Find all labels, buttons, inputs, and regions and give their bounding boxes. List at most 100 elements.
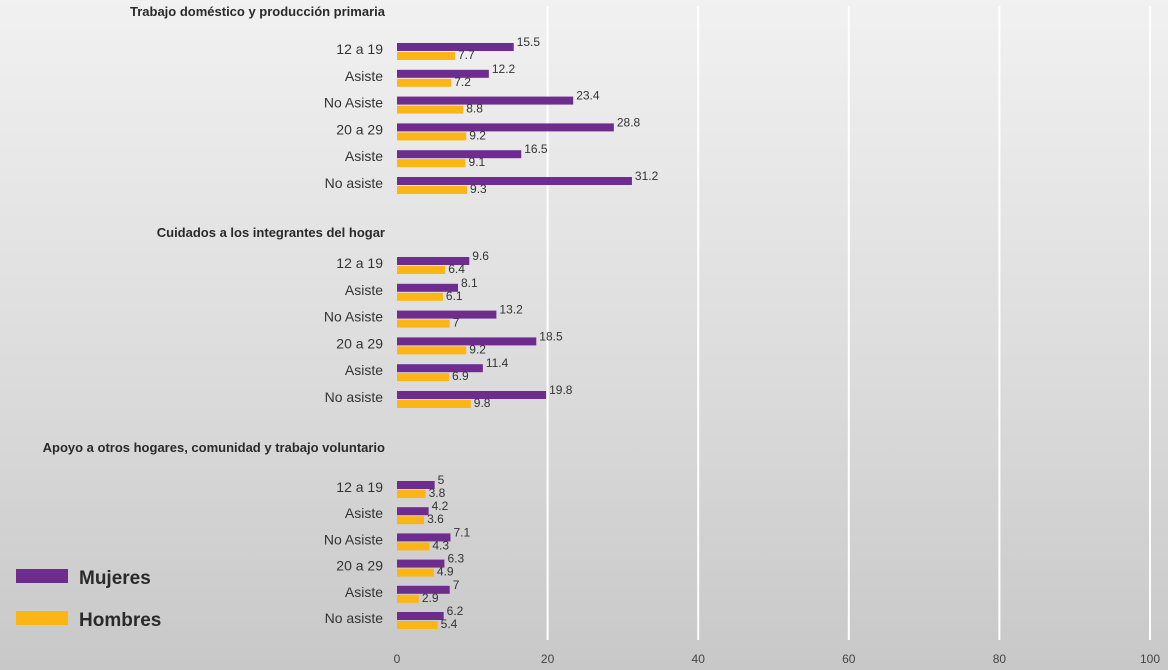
label-layer: Trabajo doméstico y producción primaria 1…: [43, 4, 659, 631]
bar-hombres: [397, 292, 443, 301]
group-title: Cuidados a los integrantes del hogar: [157, 225, 385, 240]
data-label-hombres: 5.4: [441, 617, 458, 631]
data-label-hombres: 7.7: [458, 48, 475, 62]
bar-hombres: [397, 52, 455, 60]
x-tick-label: 80: [993, 652, 1007, 666]
data-label-mujeres: 7.1: [453, 525, 470, 539]
data-label-mujeres: 16.5: [524, 142, 548, 156]
bar-hombres: [397, 490, 426, 498]
data-label-hombres: 3.6: [427, 512, 444, 526]
data-label-mujeres: 19.8: [549, 383, 573, 397]
category-label: No asiste: [325, 175, 384, 191]
bar-hombres: [397, 346, 467, 355]
bar-hombres: [397, 542, 430, 551]
category-label: No Asiste: [324, 309, 383, 325]
bar-mujeres: [397, 481, 435, 489]
data-label-mujeres: 12.2: [492, 62, 516, 76]
x-axis: 0 20 40 60 80 100: [394, 652, 1161, 666]
category-label: 20 a 29: [336, 121, 383, 137]
data-label-mujeres: 28.8: [617, 115, 641, 129]
x-tick-label: 60: [842, 652, 856, 666]
bar-mujeres: [397, 364, 483, 373]
category-label: No Asiste: [324, 95, 383, 111]
data-label-mujeres: 31.2: [635, 169, 659, 183]
category-label: 20 a 29: [336, 335, 383, 351]
data-label-mujeres: 13.2: [499, 303, 523, 317]
data-label-hombres: 7: [453, 316, 460, 330]
category-label: Asiste: [345, 68, 383, 84]
data-label-mujeres: 6.2: [447, 604, 464, 618]
category-label: 12 a 19: [336, 479, 383, 495]
category-label: 12 a 19: [336, 255, 383, 271]
data-label-hombres: 9.3: [470, 182, 487, 196]
x-tick-label: 40: [692, 652, 706, 666]
bar-mujeres: [397, 43, 514, 51]
bar-mujeres: [397, 177, 632, 185]
category-label: 12 a 19: [336, 41, 383, 57]
data-label-hombres: 6.9: [452, 369, 469, 383]
bar-hombres: [397, 594, 419, 603]
data-label-mujeres: 23.4: [576, 89, 600, 103]
bar-hombres: [397, 373, 449, 382]
bar-mujeres: [397, 559, 445, 568]
data-label-mujeres: 18.5: [539, 329, 563, 343]
bar-layer: [397, 43, 632, 629]
x-tick-label: 100: [1140, 652, 1160, 666]
data-label-hombres: 6.4: [448, 262, 465, 276]
data-label-mujeres: 5: [438, 473, 445, 487]
data-label-hombres: 9.1: [469, 155, 486, 169]
legend: Mujeres Hombres: [16, 568, 161, 631]
data-label-hombres: 9.2: [469, 128, 486, 142]
bar-mujeres: [397, 391, 547, 399]
category-label: Asiste: [345, 505, 383, 521]
legend-swatch-mujeres: [16, 569, 68, 583]
bar-hombres: [397, 266, 446, 274]
group-title: Apoyo a otros hogares, comunidad y traba…: [43, 440, 385, 455]
data-label-hombres: 9.8: [474, 396, 491, 410]
bar-mujeres: [397, 96, 574, 105]
group-title: Trabajo doméstico y producción primaria: [130, 4, 386, 19]
bar-mujeres: [397, 283, 458, 292]
bar-mujeres: [397, 257, 470, 265]
legend-swatch-hombres: [16, 611, 68, 625]
bar-hombres: [397, 159, 466, 168]
data-label-hombres: 9.2: [469, 342, 486, 356]
bar-mujeres: [397, 310, 497, 319]
bar-hombres: [397, 319, 450, 328]
category-label: No Asiste: [324, 531, 383, 547]
category-label: Asiste: [345, 584, 383, 600]
bar-mujeres: [397, 585, 450, 594]
bar-hombres: [397, 78, 452, 87]
category-label: Asiste: [345, 282, 383, 298]
data-label-hombres: 8.8: [466, 102, 483, 116]
data-label-hombres: 3.8: [429, 486, 446, 500]
category-label: Asiste: [345, 148, 383, 164]
x-tick-label: 0: [394, 652, 401, 666]
bar-mujeres: [397, 123, 614, 132]
data-label-mujeres: 6.3: [447, 552, 464, 566]
x-tick-label: 20: [541, 652, 555, 666]
data-label-hombres: 6.1: [446, 289, 463, 303]
data-label-mujeres: 8.1: [461, 276, 478, 290]
data-label-hombres: 2.9: [422, 591, 439, 605]
data-label-hombres: 4.9: [437, 565, 454, 579]
data-label-mujeres: 7: [453, 578, 460, 592]
bar-hombres: [397, 105, 464, 114]
data-label-mujeres: 15.5: [517, 35, 541, 49]
grid-layer: [546, 6, 1151, 640]
bar-hombres: [397, 621, 438, 629]
bar-hombres: [397, 132, 467, 141]
legend-label-hombres: Hombres: [79, 610, 161, 631]
bar-mujeres: [397, 612, 444, 620]
bar-mujeres: [397, 150, 522, 159]
bar-hombres: [397, 516, 425, 525]
category-label: Asiste: [345, 362, 383, 378]
data-label-mujeres: 9.6: [472, 249, 489, 263]
category-label: 20 a 29: [336, 558, 383, 574]
bar-hombres: [397, 186, 468, 194]
bar-hombres: [397, 568, 434, 577]
data-label-mujeres: 11.4: [486, 356, 509, 370]
bar-mujeres: [397, 533, 451, 542]
